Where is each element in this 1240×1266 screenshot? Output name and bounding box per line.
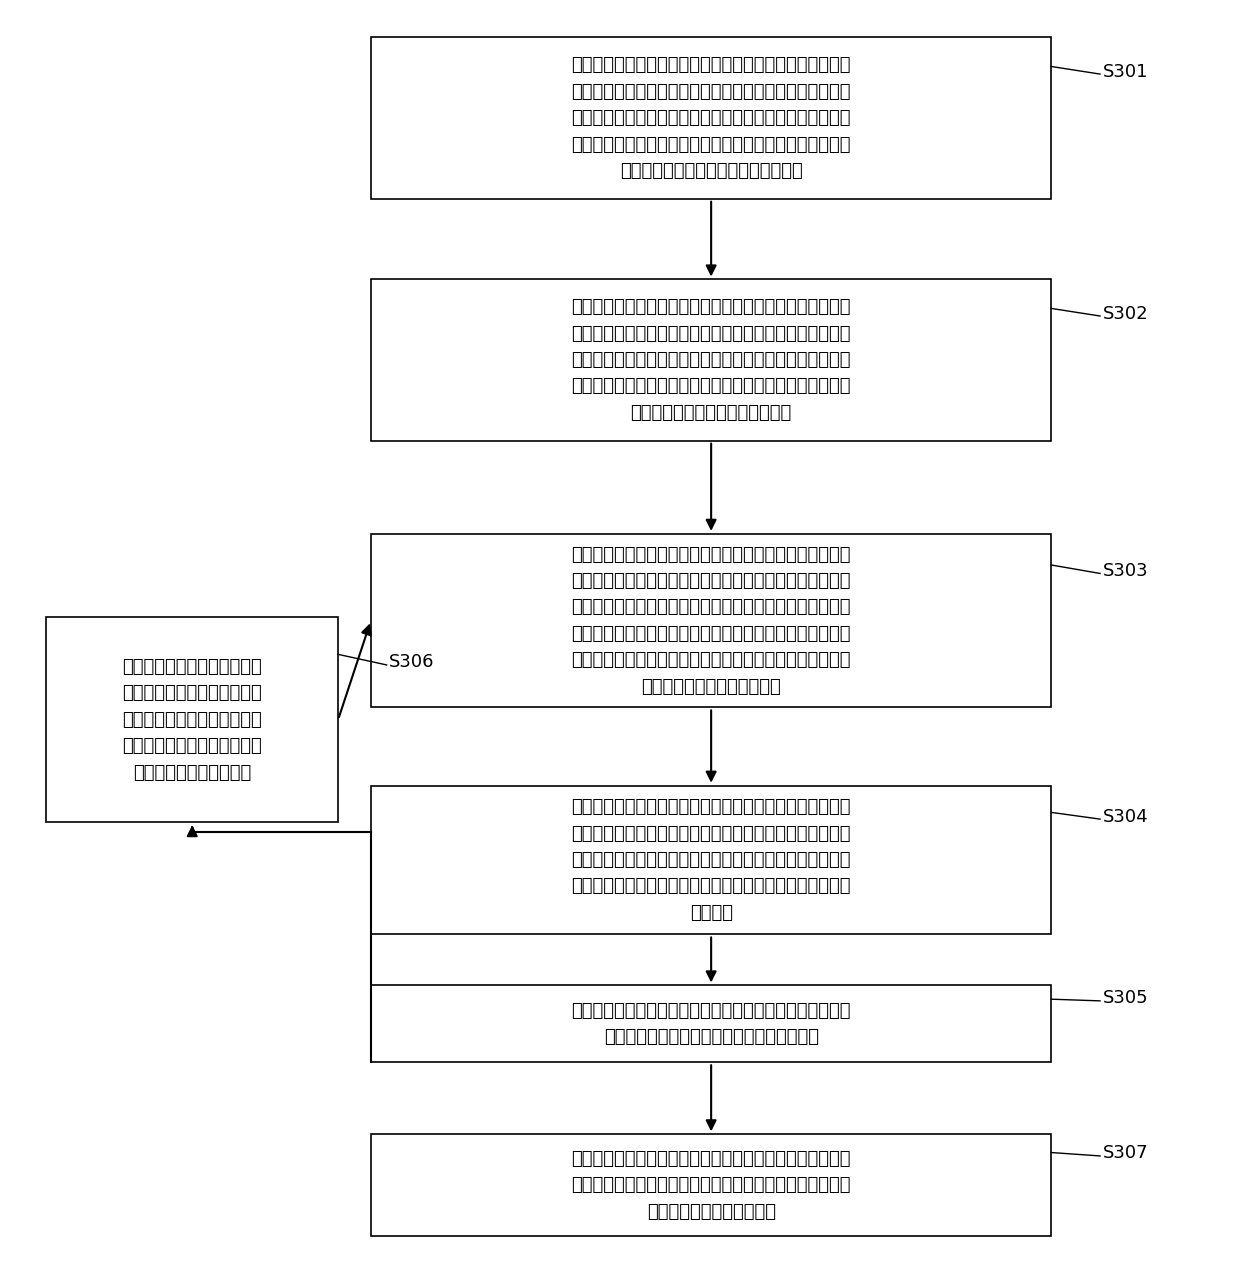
Text: S303: S303 (1102, 562, 1148, 580)
Text: S301: S301 (1102, 62, 1148, 81)
Bar (371, 38, 1052, 199)
Text: S307: S307 (1102, 1144, 1148, 1162)
Bar (371, 786, 1052, 934)
Text: 若完成次数大于或者等于预设阈值，则通过调度数据上传线
程向测量算法模块发送测量完成消息，测量完成消息包括目
标上传通知中的测量项标识: 若完成次数大于或者等于预设阈值，则通过调度数据上传线 程向测量算法模块发送测量完… (572, 1150, 851, 1220)
Bar (371, 280, 1052, 441)
Text: 通过调度原语解析线程接收测量算法模块发送的测量原语消
息；依次将每个测量原语消息作为目标测量原语消息，若目
标测量原语消息为测量项原语消息，则通过调度原语解析线: 通过调度原语解析线程接收测量算法模块发送的测量原语消 息；依次将每个测量原语消息… (572, 299, 851, 422)
Text: S302: S302 (1102, 305, 1148, 323)
Text: 若完成次数小于预设阈值，则
通过调度数据上传线程向数据
缓存线程发布缓存通知，缓存
通知包括目标上传通知中的测
量项标识和测量数据参数: 若完成次数小于预设阈值，则 通过调度数据上传线程向数据 缓存线程发布缓存通知，缓… (123, 658, 262, 781)
Text: 通过调度数据上传线程获取数据缓存线程发布的上传通知；
依次将每个上传通知作为目标上传通知，通过调度数据上传
线程根据目标上传通知中的测量项标识，将目标上传通知中: 通过调度数据上传线程获取数据缓存线程发布的上传通知； 依次将每个上传通知作为目标… (572, 799, 851, 922)
Bar (371, 1134, 1052, 1236)
Text: 通过调度数据缓存线程获取向其发布的缓存通知；依次将每
个缓存通知作为目标缓存通知，通过调度数据缓存线程根据
目标缓存通知中的测量项标识和测量数据参数，将目标缓存: 通过调度数据缓存线程获取向其发布的缓存通知；依次将每 个缓存通知作为目标缓存通知… (572, 546, 851, 695)
Text: 通过调度数据上传线程记录对目标上传通知中的测量项标识
对应的测量项测量数据的上传处理的完成次数: 通过调度数据上传线程记录对目标上传通知中的测量项标识 对应的测量项测量数据的上传… (572, 1001, 851, 1046)
Bar (371, 985, 1052, 1062)
Text: 通过调度测量控制线程接收测量算法模块发送的测量准备消
息，根据测量准备消息完成测量准备工作，向测量算法模块
发送测量准备完成消息，以使测量算法模块根据测量准备完: 通过调度测量控制线程接收测量算法模块发送的测量准备消 息，根据测量准备消息完成测… (572, 56, 851, 180)
Bar (371, 534, 1052, 708)
Text: S305: S305 (1102, 990, 1148, 1008)
Text: S304: S304 (1102, 808, 1148, 825)
Text: S306: S306 (389, 653, 434, 671)
Bar (46, 618, 339, 822)
